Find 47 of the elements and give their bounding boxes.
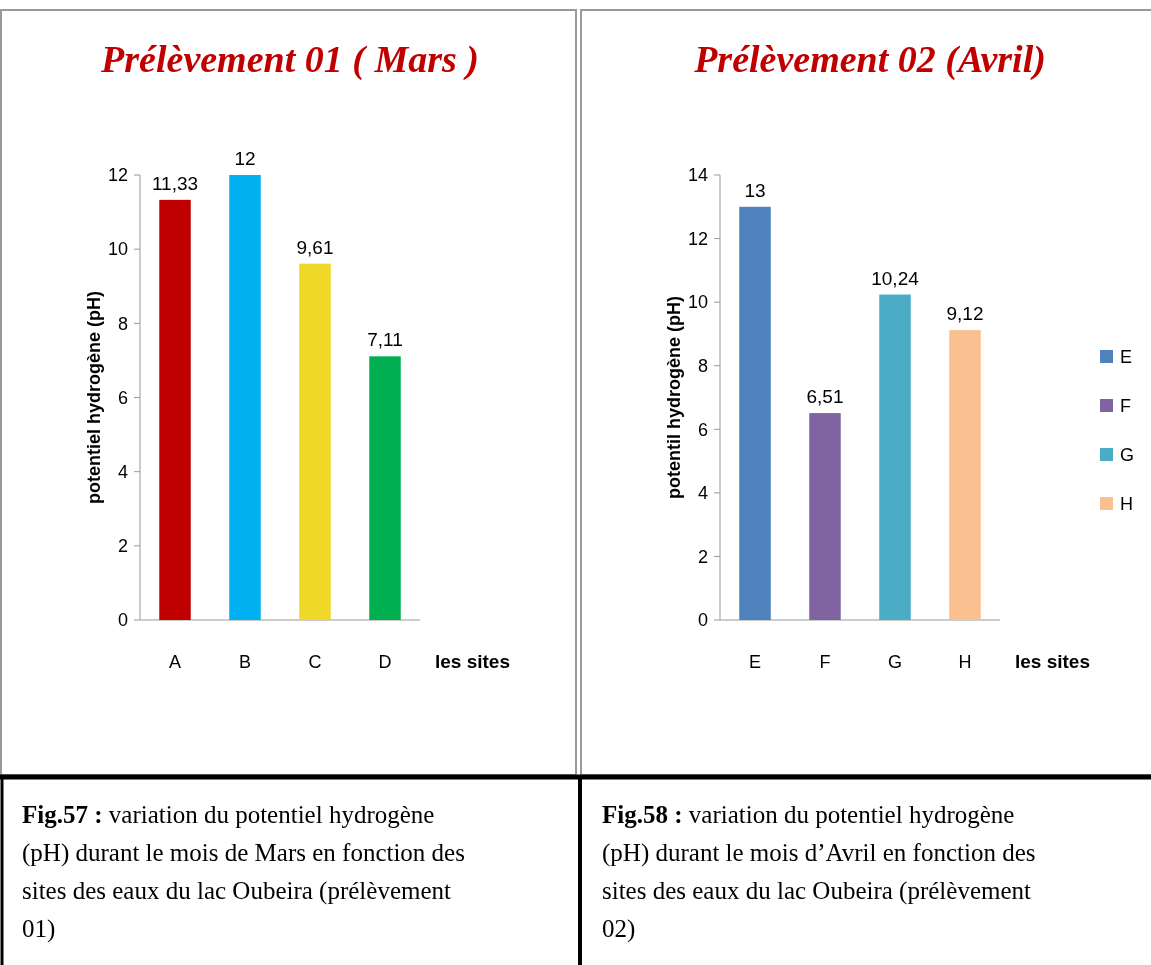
data-label: 6,51 <box>806 386 844 408</box>
x-tick-label: H <box>958 652 972 672</box>
x-axis-title: les sites <box>1015 651 1090 672</box>
y-tick-label: 0 <box>117 610 128 631</box>
x-tick-label: F <box>819 652 831 672</box>
caption: Fig.57 : variation du potentiel hydrogène (pH) durant le mois de Mars en fonction des sites des eaux du lac Oubeira (prélèvement 01) <box>22 801 465 943</box>
caption: Fig.58 : variation du potentiel hydrogène (pH) durant le mois d’Avril en fonction des sites des eaux du lac Oubeira (prélèvement 02) <box>602 801 1036 943</box>
data-label: 10,24 <box>871 267 920 289</box>
x-tick-label: C <box>308 652 322 672</box>
data-label: 7,11 <box>367 329 403 351</box>
y-tick-label: 0 <box>697 610 708 631</box>
bar <box>299 263 331 620</box>
y-tick-label: 8 <box>697 356 708 377</box>
y-tick-label: 8 <box>117 313 128 334</box>
chart-title: Prélèvement 02 (Avril) <box>693 38 1046 81</box>
x-tick-label: B <box>238 652 252 672</box>
bar <box>159 199 191 620</box>
legend-label: H <box>1120 494 1133 515</box>
y-tick-label: 14 <box>687 165 708 186</box>
y-axis-title: potentiel hydrogène (pH) <box>84 291 104 504</box>
data-label: 13 <box>744 179 766 201</box>
chart-title: Prélèvement 01 ( Mars ) <box>100 38 479 81</box>
y-tick-label: 4 <box>697 483 708 504</box>
y-tick-label: 2 <box>117 536 128 557</box>
y-axis-title: potentil hydrogène (pH) <box>664 296 684 499</box>
y-tick-label: 6 <box>697 419 708 440</box>
legend-label: F <box>1120 396 1131 417</box>
data-label: 9,61 <box>296 236 334 258</box>
data-label: 12 <box>234 148 256 169</box>
x-axis-title: les sites <box>435 651 510 672</box>
y-tick-label: 10 <box>687 292 708 313</box>
bar <box>229 175 261 620</box>
legend-label: E <box>1120 347 1133 368</box>
y-tick-label: 10 <box>107 239 128 260</box>
y-tick-label: 12 <box>107 165 128 186</box>
legend-label: G <box>1120 445 1135 466</box>
y-tick-label: 4 <box>117 461 128 482</box>
bar <box>369 356 401 620</box>
x-tick-label: D <box>378 652 392 672</box>
x-tick-label: G <box>887 652 903 672</box>
y-tick-label: 2 <box>697 546 708 567</box>
x-tick-label: A <box>168 652 182 672</box>
x-tick-label: E <box>748 652 762 672</box>
data-label: 11,33 <box>151 172 199 194</box>
data-label: 9,12 <box>946 303 984 325</box>
y-tick-label: 12 <box>687 228 708 249</box>
y-tick-label: 6 <box>117 387 128 408</box>
